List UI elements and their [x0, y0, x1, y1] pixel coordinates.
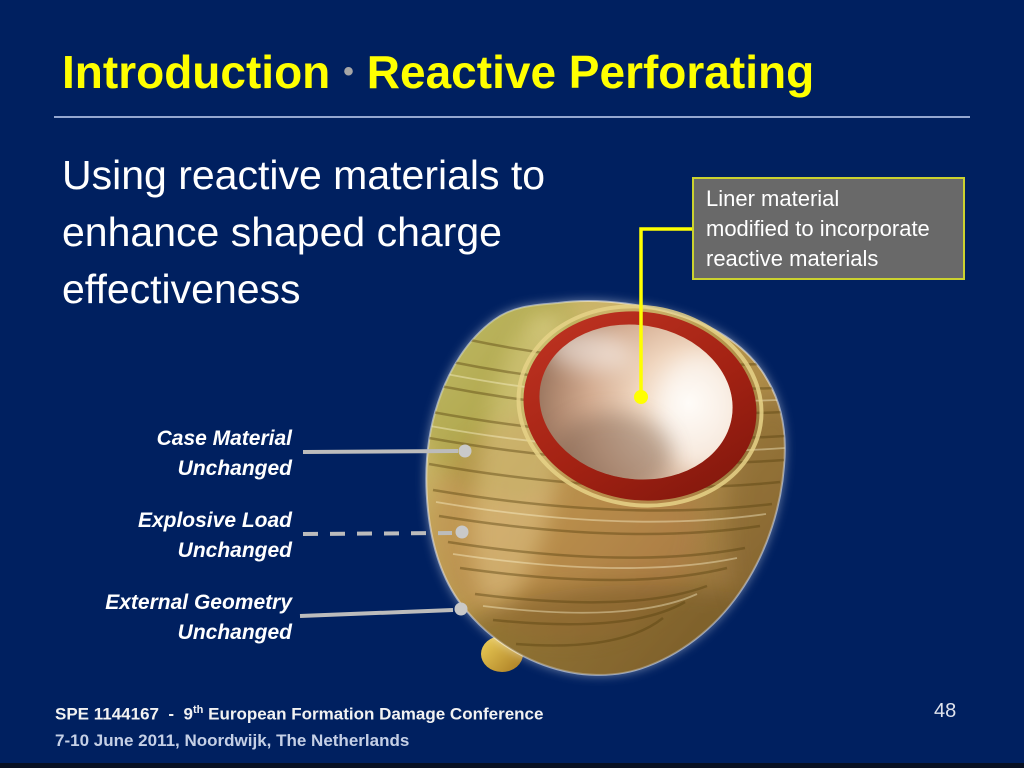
label-line1: External Geometry: [105, 591, 292, 614]
external-geometry-leader-line: [299, 608, 454, 618]
title-separator-bullet: •: [343, 55, 354, 88]
label-line1: Explosive Load: [137, 509, 292, 532]
external-geometry-leader-dot: [454, 602, 468, 616]
case-material-leader-line: [302, 449, 459, 454]
title-part2: Reactive Perforating: [366, 46, 815, 98]
annotation-leaders: [299, 227, 692, 618]
title-divider-rule: [54, 116, 970, 118]
label-external-geometry: External Geometry Unchanged: [40, 588, 292, 648]
page-number: 48: [934, 700, 957, 722]
liner-leader-line: [639, 227, 692, 396]
liner-leader-dot: [634, 390, 648, 404]
explosive-load-leader-line: [302, 531, 453, 536]
case-rim: [516, 304, 764, 508]
explosive-load-leader-dot: [455, 525, 469, 539]
shaped-charge-photo: [425, 300, 786, 676]
title-part1: Introduction: [62, 46, 331, 98]
label-line2: Unchanged: [177, 539, 292, 562]
body-line: Using reactive materials to: [62, 152, 546, 198]
case-material-leader-dot: [458, 444, 472, 458]
footer-conference-name: European Formation Damage Conference: [203, 704, 544, 724]
label-line2: Unchanged: [177, 621, 292, 644]
body-line: effectiveness: [62, 266, 301, 312]
label-case-material: Case Material Unchanged: [40, 424, 292, 484]
liner-callout-box: Liner material modified to incorporate r…: [692, 177, 965, 280]
footer-superscript: th: [193, 704, 204, 716]
label-explosive-load: Explosive Load Unchanged: [40, 506, 292, 566]
slide-footer: SPE 1144167 - 9th European Formation Dam…: [55, 697, 543, 754]
bottom-edge-shadow: [0, 763, 1024, 768]
label-line1: Case Material: [156, 427, 292, 450]
body-line: enhance shaped charge: [62, 209, 502, 255]
callout-line: modified to incorporate: [706, 216, 930, 241]
footer-conference-line: SPE 1144167 - 9th European Formation Dam…: [55, 697, 543, 728]
footer-spe-number: SPE 1144167 - 9: [55, 704, 193, 724]
label-line2: Unchanged: [177, 457, 292, 480]
slide-title: Introduction • Reactive Perforating: [62, 44, 814, 107]
body-text: Using reactive materials to enhance shap…: [62, 147, 545, 318]
callout-line: Liner material: [706, 186, 840, 211]
callout-line: reactive materials: [706, 246, 879, 271]
footer-date-location: 7-10 June 2011, Noordwijk, The Netherlan…: [55, 730, 410, 750]
